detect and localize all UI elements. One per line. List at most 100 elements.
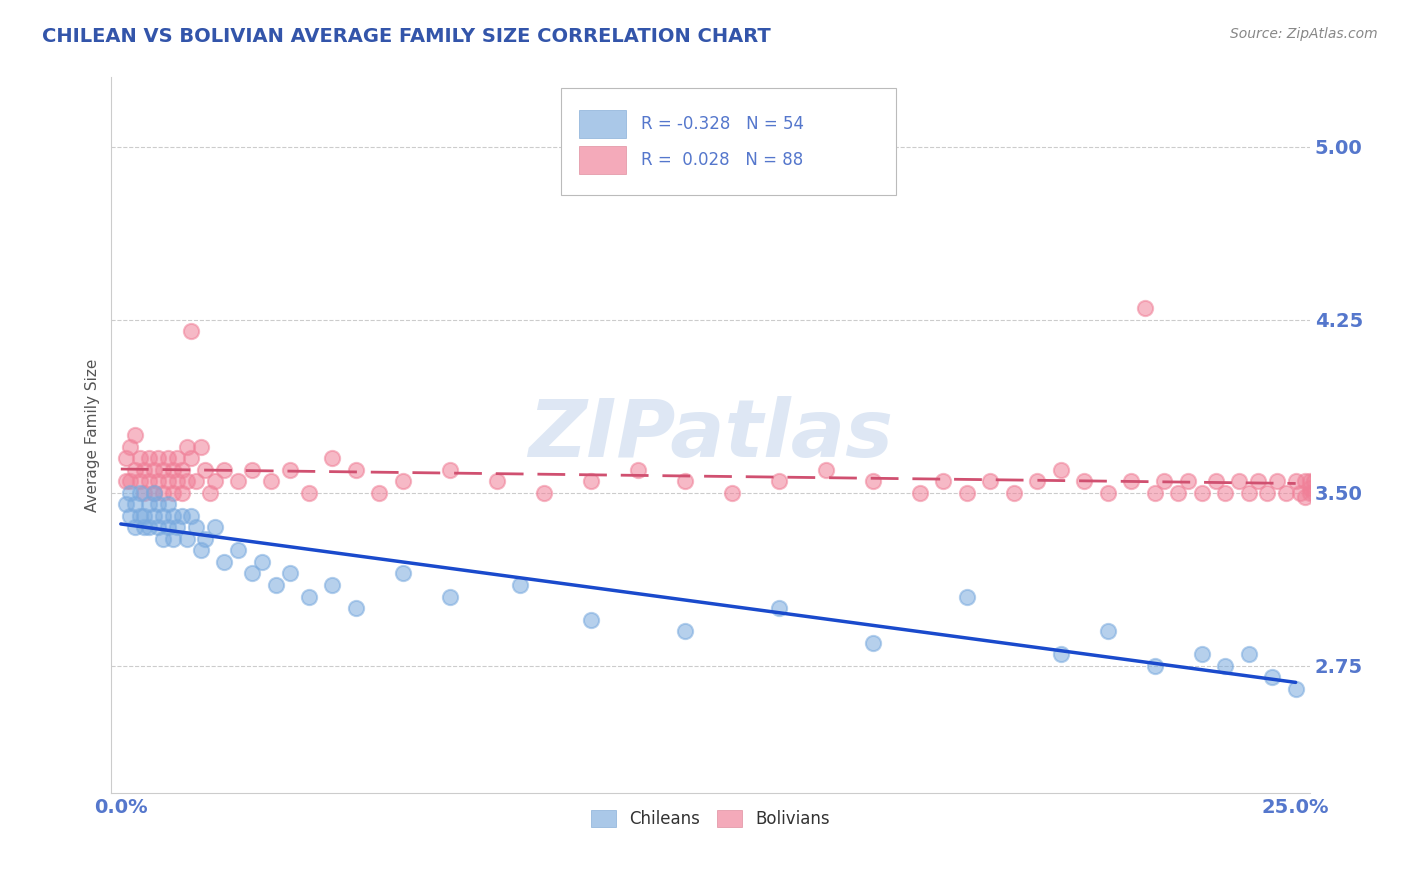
Point bbox=[176, 440, 198, 454]
Text: CHILEAN VS BOLIVIAN AVERAGE FAMILY SIZE CORRELATION CHART: CHILEAN VS BOLIVIAN AVERAGE FAMILY SIZE … bbox=[42, 27, 770, 45]
Point bbox=[166, 520, 188, 534]
Point bbox=[368, 485, 391, 500]
Point bbox=[1097, 624, 1119, 639]
Point bbox=[120, 474, 142, 488]
Point bbox=[1247, 474, 1270, 488]
Point bbox=[226, 543, 249, 558]
Point bbox=[1237, 485, 1260, 500]
Point bbox=[180, 451, 202, 466]
Point bbox=[1303, 474, 1326, 488]
Point bbox=[1049, 647, 1071, 661]
Point bbox=[152, 463, 174, 477]
Point bbox=[1299, 474, 1322, 488]
Point bbox=[1121, 474, 1143, 488]
Point bbox=[1213, 485, 1236, 500]
Point bbox=[485, 474, 508, 488]
Point bbox=[184, 474, 207, 488]
Point bbox=[120, 508, 142, 523]
Point bbox=[1299, 485, 1322, 500]
Y-axis label: Average Family Size: Average Family Size bbox=[86, 359, 100, 512]
Point bbox=[1205, 474, 1227, 488]
Point bbox=[673, 624, 696, 639]
Point bbox=[1143, 485, 1166, 500]
Point bbox=[162, 532, 184, 546]
Point bbox=[156, 520, 179, 534]
Point bbox=[242, 566, 264, 581]
Point bbox=[114, 451, 136, 466]
Point bbox=[142, 508, 165, 523]
Point bbox=[1049, 463, 1071, 477]
Point bbox=[344, 601, 367, 615]
Point bbox=[1285, 474, 1308, 488]
Point bbox=[156, 451, 179, 466]
Point bbox=[673, 474, 696, 488]
Point bbox=[120, 485, 142, 500]
Point bbox=[1213, 658, 1236, 673]
Point bbox=[862, 474, 884, 488]
Point bbox=[1073, 474, 1095, 488]
Point bbox=[162, 463, 184, 477]
Point bbox=[166, 451, 188, 466]
Point bbox=[138, 520, 160, 534]
Point bbox=[198, 485, 221, 500]
Point bbox=[250, 555, 273, 569]
Point bbox=[1191, 647, 1213, 661]
Point bbox=[1026, 474, 1049, 488]
Point bbox=[134, 485, 156, 500]
Point bbox=[533, 485, 555, 500]
Point bbox=[148, 497, 170, 511]
Point bbox=[1285, 681, 1308, 696]
FancyBboxPatch shape bbox=[579, 145, 626, 174]
Point bbox=[190, 440, 212, 454]
Point bbox=[321, 578, 343, 592]
Point bbox=[1289, 485, 1312, 500]
FancyBboxPatch shape bbox=[561, 88, 897, 195]
Point bbox=[1261, 670, 1284, 684]
Point bbox=[278, 566, 301, 581]
Text: Source: ZipAtlas.com: Source: ZipAtlas.com bbox=[1230, 27, 1378, 41]
Point bbox=[180, 324, 202, 338]
Point bbox=[166, 474, 188, 488]
Point bbox=[162, 508, 184, 523]
Point bbox=[344, 463, 367, 477]
Point bbox=[142, 463, 165, 477]
Point bbox=[212, 555, 235, 569]
Point bbox=[1002, 485, 1025, 500]
Point bbox=[720, 485, 742, 500]
Point bbox=[1275, 485, 1298, 500]
Point bbox=[579, 474, 602, 488]
Point bbox=[142, 485, 165, 500]
Point bbox=[170, 485, 193, 500]
Point bbox=[979, 474, 1001, 488]
Point bbox=[862, 636, 884, 650]
Point bbox=[152, 532, 174, 546]
Point bbox=[176, 474, 198, 488]
Legend: Chileans, Bolivians: Chileans, Bolivians bbox=[585, 803, 837, 834]
Point bbox=[768, 601, 790, 615]
Point bbox=[1191, 485, 1213, 500]
Point bbox=[124, 428, 146, 442]
Point bbox=[114, 497, 136, 511]
Point bbox=[1299, 481, 1322, 495]
Point bbox=[439, 590, 461, 604]
Point bbox=[768, 474, 790, 488]
Point bbox=[627, 463, 650, 477]
Point bbox=[128, 485, 150, 500]
Point bbox=[1167, 485, 1189, 500]
Point bbox=[194, 463, 217, 477]
Text: R =  0.028   N = 88: R = 0.028 N = 88 bbox=[641, 151, 803, 169]
Point bbox=[190, 543, 212, 558]
Point bbox=[1097, 485, 1119, 500]
Point bbox=[152, 508, 174, 523]
Point bbox=[162, 485, 184, 500]
Point bbox=[1256, 485, 1278, 500]
Text: R = -0.328   N = 54: R = -0.328 N = 54 bbox=[641, 115, 804, 133]
Point bbox=[212, 463, 235, 477]
Point bbox=[391, 566, 413, 581]
Point bbox=[134, 520, 156, 534]
Point bbox=[134, 463, 156, 477]
Point bbox=[204, 474, 226, 488]
Point bbox=[170, 463, 193, 477]
Point bbox=[128, 474, 150, 488]
Point bbox=[1135, 301, 1157, 315]
